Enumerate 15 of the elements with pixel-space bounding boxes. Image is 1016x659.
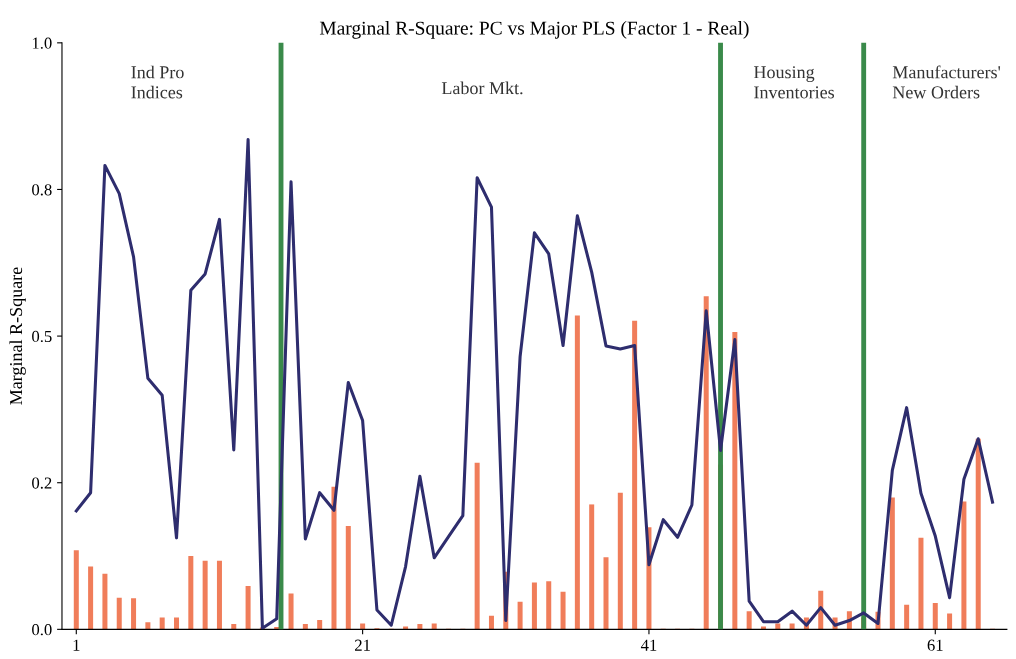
annotation: Housing Inventories — [753, 66, 835, 99]
y-tick-label: 0.8 — [32, 184, 52, 196]
annotation: Ind Pro Indices — [131, 65, 184, 99]
y-axis-title: Marginal R-Square — [9, 267, 26, 405]
chart-title: Marginal R-Square: PC vs Major PLS (Factor 1 - Real) — [319, 21, 749, 39]
y-tick-label: 1.0 — [32, 37, 52, 49]
x-tick-label: 61 — [927, 639, 943, 651]
x-tick-label: 1 — [73, 639, 80, 651]
y-tick-label: 0.0 — [32, 624, 52, 636]
annotation: Manufacturers' New Orders — [892, 65, 1001, 99]
x-tick-label: 21 — [355, 639, 370, 651]
x-tick-label: 41 — [640, 639, 657, 651]
y-tick-label: 0.2 — [32, 477, 52, 489]
y-tick-label: 0.5 — [32, 330, 52, 343]
annotation: Labor Mkt. — [441, 81, 523, 95]
